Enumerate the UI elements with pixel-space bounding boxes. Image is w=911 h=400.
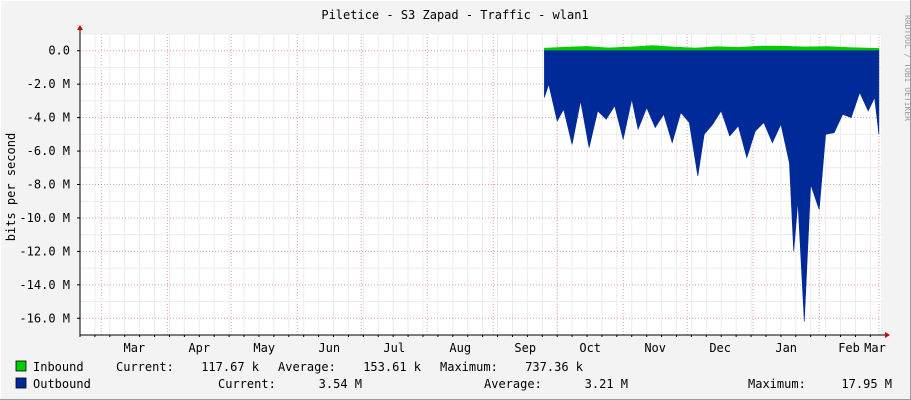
x-tick-label: Feb (838, 341, 860, 355)
x-tick-labels: Mar Apr May Jun Jul Aug Sep Oct Nov Dec Jan Feb Mar (123, 341, 885, 355)
legend-inbound-current-label: Current: (116, 360, 174, 374)
legend-inbound-current-value: 117.67 k (201, 360, 260, 374)
y-tick-label: -2.0 M (27, 77, 70, 91)
y-tick-label: -12.0 M (19, 244, 70, 258)
rrdtool-watermark: RRDTOOL / TOBI OETIKER (903, 15, 911, 121)
y-tick-labels: 0.0 -2.0 M -4.0 M -6.0 M -8.0 M -10.0 M -12.0 … (19, 44, 70, 326)
legend: Inbound Current: 117.67 k Average: 153.6… (15, 360, 892, 391)
y-axis-arrow (77, 25, 83, 30)
legend-outbound-current-label: Current: (218, 377, 276, 391)
x-tick-label: Aug (449, 341, 471, 355)
x-tick-label: Mar (864, 341, 886, 355)
x-tick-label: Jan (775, 341, 797, 355)
legend-outbound-name: Outbound (33, 377, 91, 391)
x-tick-label: Nov (644, 341, 666, 355)
legend-outbound-maximum-value: 17.95 M (841, 377, 892, 391)
x-tick-label: Mar (123, 341, 145, 355)
y-axis-label: bits per second (4, 133, 18, 241)
x-tick-label: Jun (318, 341, 340, 355)
chart-title: Piletice - S3 Zapad - Traffic - wlan1 (321, 8, 588, 22)
x-tick-label: Sep (514, 341, 536, 355)
y-tick-label: -10.0 M (19, 211, 70, 225)
legend-outbound-current-value: 3.54 M (319, 377, 362, 391)
series-inbound-area (544, 45, 880, 51)
inbound-swatch (15, 360, 27, 372)
x-tick-label: Apr (188, 341, 210, 355)
y-tick-label: -6.0 M (27, 144, 70, 158)
data-series (544, 45, 880, 322)
legend-inbound-maximum-value: 737.36 k (525, 360, 584, 374)
y-tick-label: -14.0 M (19, 278, 70, 292)
legend-inbound-maximum-label: Maximum: (440, 360, 498, 374)
legend-inbound-average-value: 153.61 k (363, 360, 422, 374)
x-tick-label: Dec (709, 341, 731, 355)
legend-outbound-average-value: 3.21 M (585, 377, 628, 391)
x-tick-label: Oct (579, 341, 601, 355)
x-tick-label: May (253, 341, 275, 355)
axes (77, 25, 890, 338)
y-tick-label: 0.0 (48, 44, 70, 58)
y-tick-label: -8.0 M (27, 178, 70, 192)
legend-outbound-maximum-label: Maximum: (748, 377, 806, 391)
series-outbound-area (544, 50, 880, 322)
x-axis-arrow (885, 332, 890, 338)
y-tick-label: -4.0 M (27, 111, 70, 125)
legend-inbound-name: Inbound (33, 360, 84, 374)
x-tick-label: Jul (383, 341, 405, 355)
legend-inbound-average-label: Average: (278, 360, 336, 374)
legend-outbound-average-label: Average: (484, 377, 542, 391)
y-tick-label: -16.0 M (19, 311, 70, 325)
outbound-swatch (15, 377, 27, 389)
